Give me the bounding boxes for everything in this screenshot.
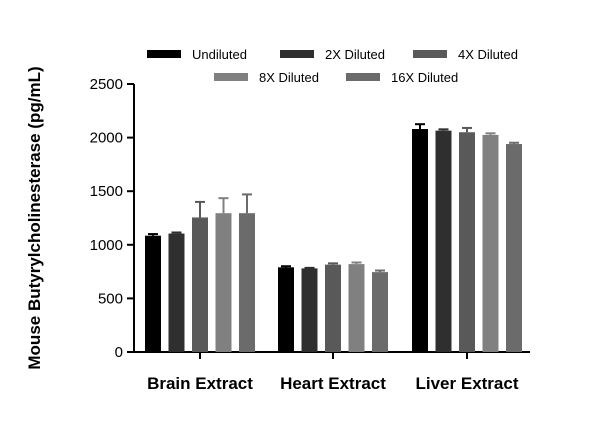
y-tick-label: 1500 (90, 183, 123, 200)
bar (348, 264, 365, 352)
x-category-label: Liver Extract (416, 374, 519, 393)
bar (215, 213, 232, 352)
legend-swatch (147, 50, 181, 58)
bar (435, 130, 452, 352)
legend-label: Undiluted (192, 47, 247, 62)
bar (506, 144, 522, 352)
x-category-label: Heart Extract (280, 374, 386, 393)
bar (372, 272, 388, 352)
bar (192, 217, 208, 352)
bar (482, 134, 499, 352)
bar (412, 129, 428, 352)
y-tick-label: 1000 (90, 237, 123, 254)
bar (301, 268, 318, 352)
bar (459, 132, 475, 352)
y-tick-label: 0 (115, 344, 123, 361)
legend-label: 8X Diluted (259, 70, 319, 85)
legend-swatch (413, 50, 447, 58)
legend-swatch (346, 73, 380, 81)
legend-label: 4X Diluted (458, 47, 518, 62)
legend-label: 16X Diluted (391, 70, 458, 85)
y-tick-label: 2000 (90, 130, 123, 147)
bar (168, 233, 185, 352)
bar (239, 213, 255, 352)
legend: Undiluted 2X Diluted 4X Diluted 8X Diluted 1… (147, 47, 518, 85)
bars (145, 123, 522, 352)
y-tick-label: 2500 (90, 76, 123, 93)
legend-swatch (214, 73, 248, 81)
y-tick-label: 500 (98, 290, 123, 307)
legend-swatch (280, 50, 314, 58)
legend-label: 2X Diluted (325, 47, 385, 62)
bar (278, 267, 294, 352)
bar (325, 264, 341, 352)
bar (145, 235, 161, 352)
y-axis-title: Mouse Butyrylcholinesterase (pg/mL) (25, 66, 44, 369)
x-category-label: Brain Extract (147, 374, 253, 393)
